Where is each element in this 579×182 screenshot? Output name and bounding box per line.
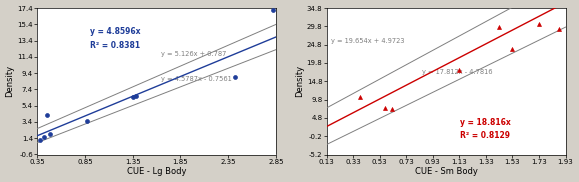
Text: y = 4.8596x: y = 4.8596x — [90, 27, 140, 36]
Point — [355, 96, 364, 98]
Point — [230, 76, 240, 79]
Point — [131, 94, 140, 97]
X-axis label: CUE - Lg Body: CUE - Lg Body — [127, 167, 186, 176]
Text: y = 17.812x - 4.7816: y = 17.812x - 4.7816 — [422, 69, 493, 75]
Text: y = 19.654x + 4.9723: y = 19.654x + 4.9723 — [331, 38, 405, 44]
Point — [39, 136, 49, 139]
X-axis label: CUE - Sm Body: CUE - Sm Body — [415, 167, 478, 176]
Text: y = 18.816x: y = 18.816x — [460, 118, 511, 127]
Text: y = 4.5787x - 0.7561: y = 4.5787x - 0.7561 — [162, 76, 232, 82]
Point — [35, 138, 45, 141]
Point — [387, 108, 396, 110]
Point — [455, 68, 464, 71]
Point — [42, 113, 52, 116]
Point — [45, 133, 54, 136]
Y-axis label: Density: Density — [6, 65, 14, 97]
Text: R² = 0.8129: R² = 0.8129 — [460, 131, 511, 140]
Point — [128, 95, 137, 98]
Point — [494, 26, 504, 29]
Point — [508, 48, 517, 51]
Point — [269, 8, 278, 11]
Text: y = 5.126x + 0.787: y = 5.126x + 0.787 — [162, 51, 227, 57]
Y-axis label: Density: Density — [295, 65, 304, 97]
Point — [534, 22, 544, 25]
Point — [380, 106, 390, 109]
Text: R² = 0.8381: R² = 0.8381 — [90, 41, 140, 50]
Point — [82, 120, 91, 123]
Point — [554, 28, 563, 31]
